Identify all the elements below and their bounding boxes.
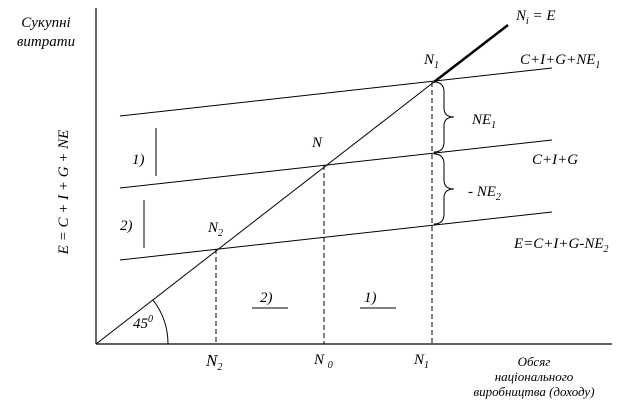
subscript: i <box>526 16 529 27</box>
point-label: N2 <box>207 220 223 239</box>
text: N <box>207 220 219 236</box>
marker: 1) <box>132 152 145 168</box>
expenditure-line <box>119 67 553 117</box>
y-title: Сукупні <box>21 15 70 31</box>
y-title: витрати <box>17 34 75 50</box>
text: E=C+I+G-NE <box>513 236 604 252</box>
expenditure-line <box>119 211 553 261</box>
text: = E <box>529 8 556 24</box>
point-label: N <box>311 135 323 151</box>
x-tick-label: N1 <box>413 352 429 371</box>
marker: 1) <box>364 290 377 306</box>
subscript: 2 <box>217 362 222 373</box>
subscript: 2 <box>604 244 609 255</box>
point-label: N1 <box>423 52 439 71</box>
angle-arc <box>152 299 169 345</box>
line-label: C+I+G+NE1 <box>520 52 600 71</box>
line-45-thick <box>433 24 509 83</box>
line-45 <box>95 81 435 345</box>
text: - NE <box>468 184 496 200</box>
subscript: 1 <box>434 60 439 71</box>
expenditure-line <box>119 139 553 189</box>
gap-label: NE1 <box>471 112 496 131</box>
line-label: E=C+I+G-NE2 <box>513 236 609 255</box>
text: N <box>423 52 435 68</box>
x-title: виробництва (доходу) <box>473 384 594 399</box>
line-label: C+I+G <box>532 152 578 168</box>
text: 45 <box>133 316 149 332</box>
subscript: 2 <box>218 228 223 239</box>
subscript: 2 <box>496 192 501 203</box>
text: NE <box>471 112 491 128</box>
subscript: 0 <box>328 360 333 371</box>
brace <box>433 81 455 153</box>
superscript: 0 <box>148 314 153 325</box>
angle-label: 450 <box>133 314 153 332</box>
x-tick-label: N 0 <box>313 352 333 371</box>
x-title: Обсяг <box>518 354 551 369</box>
subscript: 1 <box>491 120 496 131</box>
marker: 2) <box>260 290 273 306</box>
text: N <box>205 351 219 370</box>
x-title: національного <box>495 369 574 384</box>
text: N <box>313 352 328 368</box>
brace <box>433 153 455 225</box>
gap-label: - NE2 <box>468 184 501 203</box>
subscript: 1 <box>595 60 600 71</box>
text: N <box>515 8 527 24</box>
text: C+I+G+NE <box>520 52 595 68</box>
marker: 2) <box>120 218 133 234</box>
y-label: E = C + I + G + NE <box>56 130 72 256</box>
text: N <box>413 352 425 368</box>
subscript: 1 <box>424 360 429 371</box>
x-tick-label: N2 <box>205 351 222 373</box>
line-label: Ni = E <box>515 8 556 27</box>
